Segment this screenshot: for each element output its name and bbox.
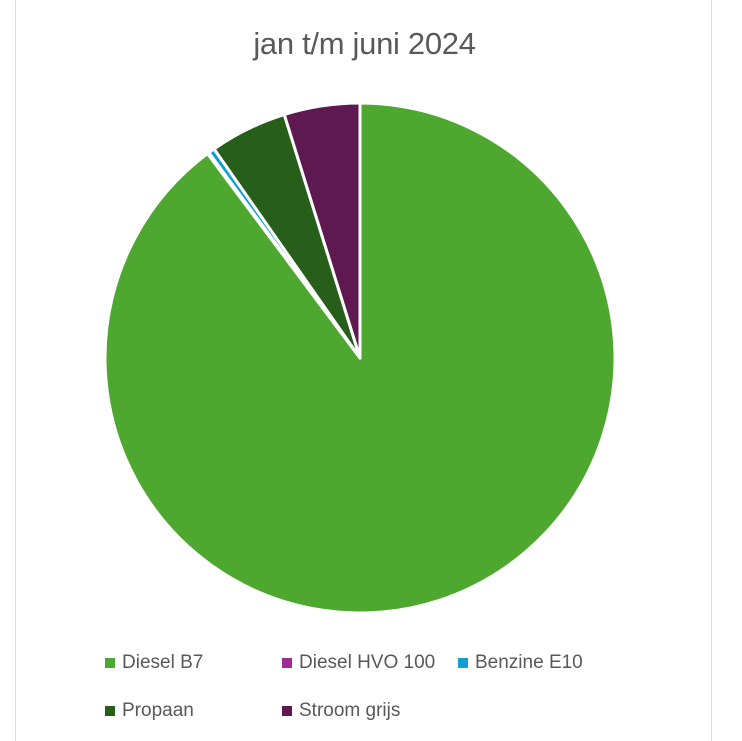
- chart-title: jan t/m juni 2024: [253, 26, 476, 61]
- pie-chart: [103, 101, 617, 615]
- pie-slice-stroom-grijs: [282, 101, 362, 360]
- chart-area: jan t/m juni 2024 Diesel B7 Diesel HVO 1…: [15, 0, 712, 741]
